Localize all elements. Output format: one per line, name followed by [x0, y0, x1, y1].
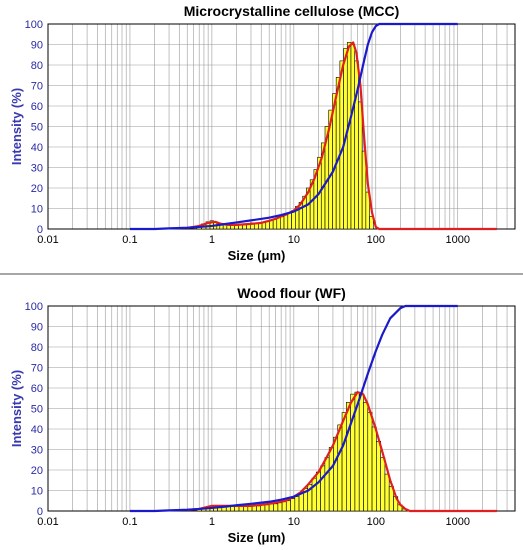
chart-mcc: Microcrystalline cellulose (MCC) 0 10 20 30 4…: [9, 3, 516, 263]
y-tick-label: 40: [31, 424, 43, 436]
histogram-bar: [346, 402, 351, 512]
x-tick-label: 0.1: [122, 234, 137, 246]
y-tick-label: 50: [31, 122, 43, 134]
histogram-bar: [358, 393, 364, 512]
y-tick-label: 10: [31, 204, 43, 216]
histogram-bar: [365, 191, 370, 230]
y-tick-label: 20: [31, 183, 43, 195]
y-tick-label: 90: [31, 40, 43, 52]
histogram-bar: [328, 447, 334, 512]
y-tick-label: 50: [31, 404, 43, 416]
x-tick-label: 10: [288, 516, 300, 528]
histogram-bar: [350, 44, 356, 230]
histogram-bar: [335, 77, 341, 230]
histogram-bar: [346, 42, 352, 230]
x-tick-label: 100: [367, 234, 385, 246]
y-tick-label: 10: [31, 486, 43, 498]
x-tick-label: 1: [209, 516, 215, 528]
histogram-bar: [367, 412, 373, 512]
histogram-bar: [369, 216, 374, 230]
y-tick-label: 60: [31, 383, 43, 395]
x-axis-label: Size (μm): [228, 248, 286, 263]
x-tick-label: 0.01: [37, 516, 58, 528]
histogram-bar: [363, 402, 369, 512]
histogram-bar: [290, 498, 296, 512]
x-axis-label: Size (μm): [228, 530, 286, 545]
histogram-bar: [333, 436, 339, 512]
histogram-bar: [341, 412, 347, 512]
cumulative-curve: [129, 304, 458, 513]
histogram-bar: [384, 473, 390, 512]
histogram-bar: [358, 101, 363, 230]
histogram-bar: [316, 471, 321, 512]
histogram-bar: [281, 501, 287, 512]
histogram-bar: [311, 477, 317, 512]
histogram-bar: [291, 210, 296, 230]
histogram-bar: [273, 503, 279, 512]
histogram-bar: [283, 214, 289, 230]
x-tick-label: 10: [288, 234, 300, 246]
y-tick-label: 80: [31, 60, 43, 72]
histogram-bar: [320, 465, 326, 512]
histogram-bar: [287, 212, 292, 230]
frequency-curve: [187, 391, 497, 513]
histogram-bars: [196, 391, 407, 512]
histogram-bar: [337, 424, 343, 512]
grid: [47, 23, 516, 230]
y-tick-label: 40: [31, 142, 43, 154]
y-tick-label: 30: [31, 445, 43, 457]
y-tick-label: 70: [31, 363, 43, 375]
cumulative-curve: [129, 22, 458, 231]
y-tick-label: 0: [37, 506, 43, 518]
histogram-bar: [376, 441, 381, 512]
y-tick-label: 70: [31, 81, 43, 93]
x-tick-label: 0.01: [37, 234, 58, 246]
histogram-bar: [371, 426, 377, 512]
y-tick-label: 30: [31, 163, 43, 175]
x-tick-label: 1000: [445, 234, 469, 246]
y-tick-label: 100: [25, 301, 43, 313]
frequency-curve: [187, 41, 497, 231]
histogram-bar: [256, 505, 262, 512]
separator: [0, 273, 523, 275]
y-axis-label: Intensity (%): [9, 370, 24, 447]
y-tick-label: 20: [31, 465, 43, 477]
x-tick-label: 100: [367, 516, 385, 528]
histogram-bar: [361, 150, 367, 230]
y-tick-label: 0: [37, 224, 43, 236]
chart-title: Microcrystalline cellulose (MCC): [184, 3, 400, 19]
histogram-bar: [294, 496, 300, 512]
histogram-bar: [285, 500, 291, 512]
histogram-bar: [280, 216, 285, 230]
y-tick-label: 90: [31, 322, 43, 334]
x-tick-label: 1000: [445, 516, 469, 528]
histogram-bar: [277, 502, 283, 512]
histogram-bar: [268, 503, 274, 512]
grid: [47, 305, 516, 512]
y-tick-label: 60: [31, 101, 43, 113]
histogram-bars: [196, 42, 374, 230]
y-axis-label: Intensity (%): [9, 88, 24, 165]
chart-wf: Wood flour (WF) 0 10 20 30 40 50 60 70 80 90 100 0.0…: [9, 285, 516, 545]
histogram-bar: [380, 457, 386, 512]
x-tick-label: 0.1: [122, 516, 137, 528]
x-tick-label: 1: [209, 234, 215, 246]
histogram-bar: [324, 457, 330, 512]
y-tick-label: 100: [25, 19, 43, 31]
chart-title: Wood flour (WF): [237, 285, 346, 301]
histogram-bar: [264, 504, 270, 512]
histogram-bar: [276, 217, 281, 230]
y-tick-label: 80: [31, 342, 43, 354]
